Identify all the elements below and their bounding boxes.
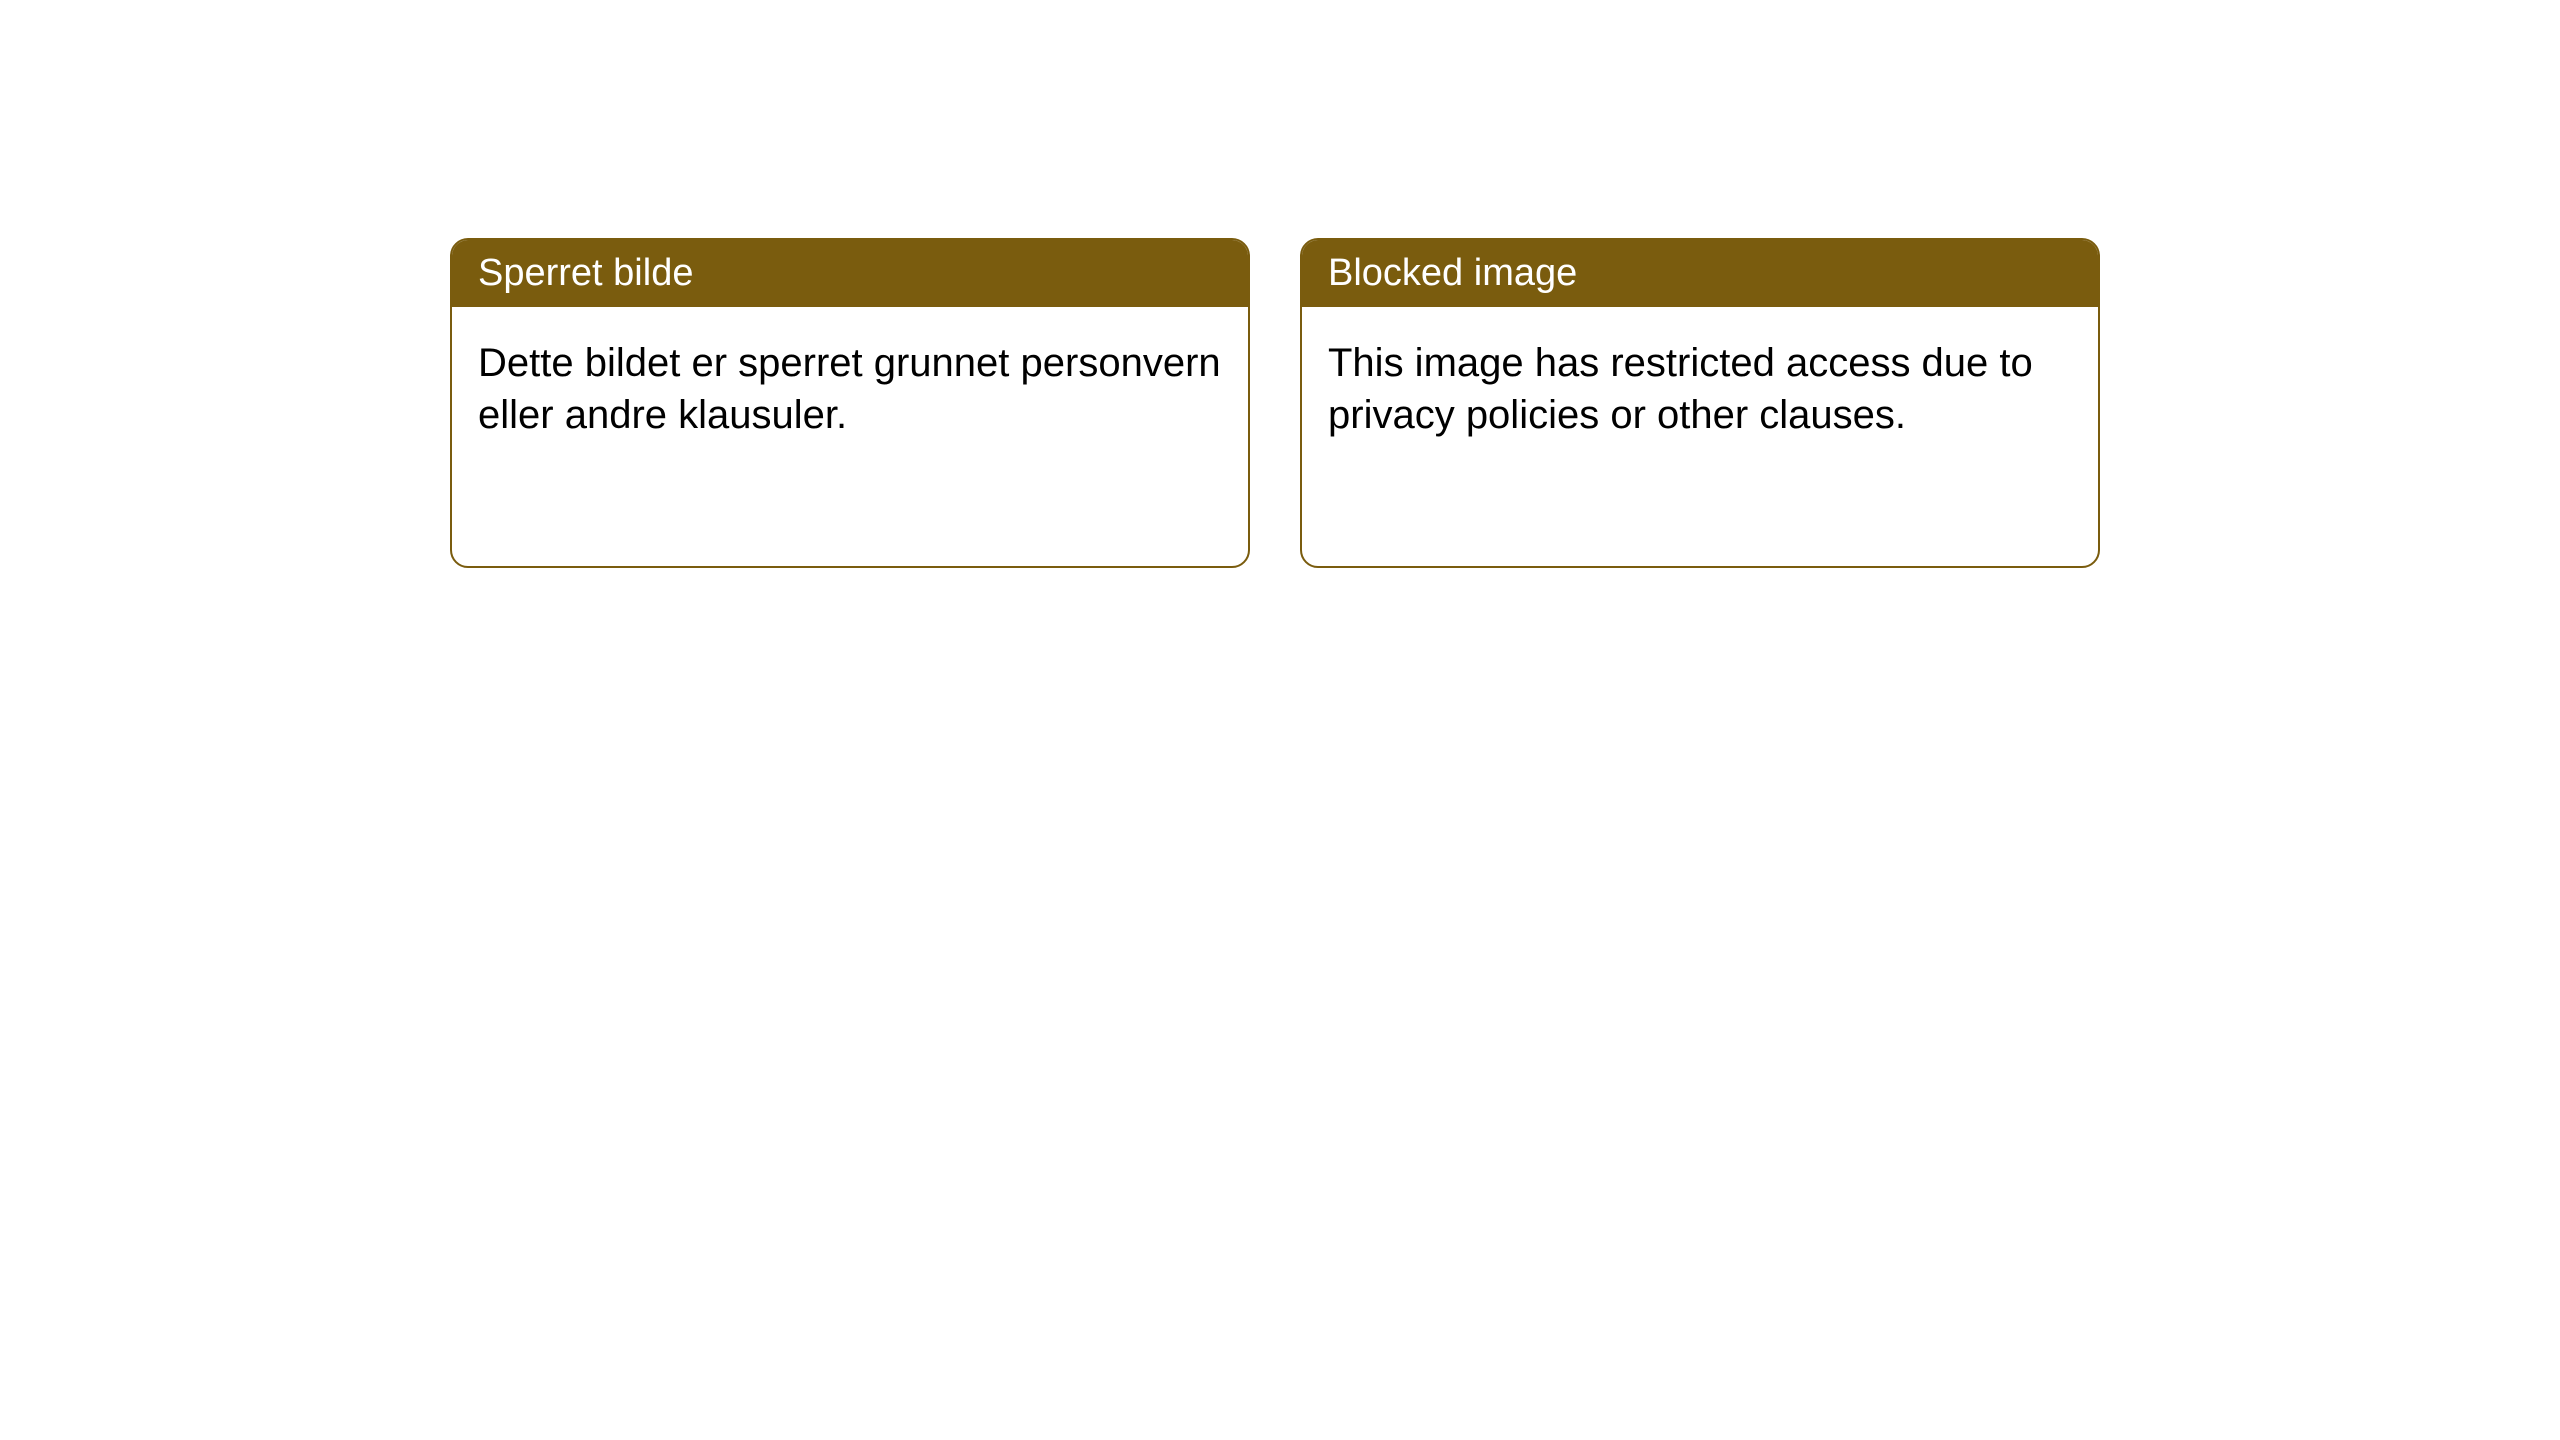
blocked-image-card-en: Blocked image This image has restricted … — [1300, 238, 2100, 568]
card-header-no: Sperret bilde — [452, 240, 1248, 307]
card-header-en: Blocked image — [1302, 240, 2098, 307]
card-body-no: Dette bildet er sperret grunnet personve… — [452, 307, 1248, 471]
card-title-no: Sperret bilde — [478, 252, 693, 294]
blocked-image-card-no: Sperret bilde Dette bildet er sperret gr… — [450, 238, 1250, 568]
card-text-en: This image has restricted access due to … — [1328, 341, 2033, 437]
card-title-en: Blocked image — [1328, 252, 1577, 294]
card-text-no: Dette bildet er sperret grunnet personve… — [478, 341, 1221, 437]
notice-container: Sperret bilde Dette bildet er sperret gr… — [0, 0, 2560, 568]
card-body-en: This image has restricted access due to … — [1302, 307, 2098, 471]
